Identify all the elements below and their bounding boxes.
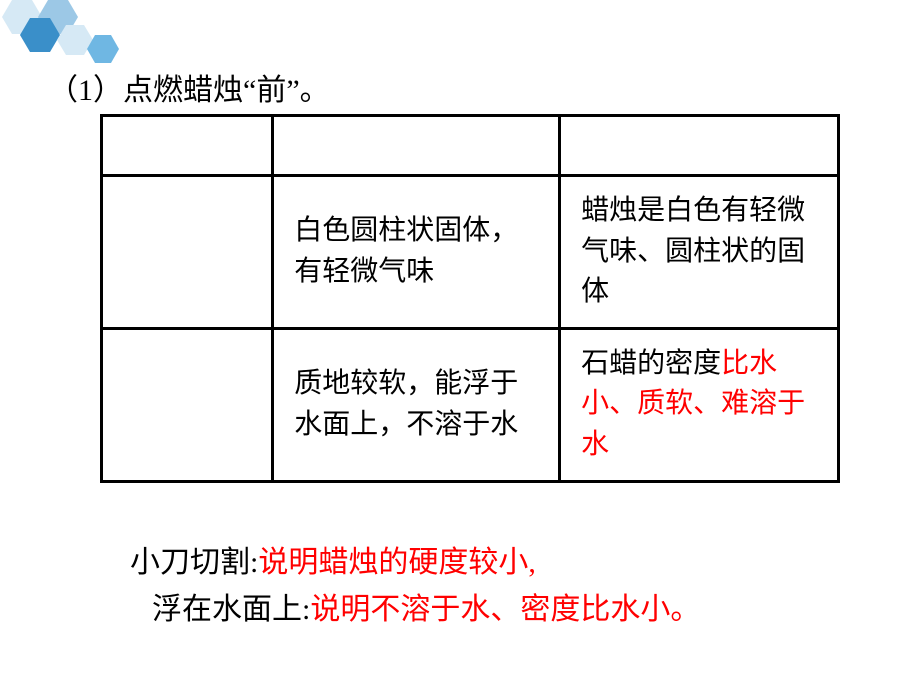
cell-r1c3: 蜡烛是白色有轻微气味、圆柱状的固体: [560, 176, 839, 329]
cell-r2c1: [102, 328, 273, 481]
hex-decoration-icon: [0, 0, 160, 70]
cell-r1c1: [102, 176, 273, 329]
cell-r2c3-pre: 石蜡的密度: [581, 348, 721, 379]
cell-header-1: [102, 116, 273, 176]
table-row: 白色圆柱状固体，有轻微气味 蜡烛是白色有轻微气味、圆柱状的固体: [102, 176, 839, 329]
note2-pre: 浮在水面上:: [152, 593, 310, 626]
cell-r2c3: 石蜡的密度比水小、质软、难溶于水: [560, 328, 839, 481]
notes-block: 小刀切割:说明蜡烛的硬度较小, 浮在水面上:说明不溶于水、密度比水小。: [130, 540, 700, 633]
cell-r1c2: 白色圆柱状固体，有轻微气味: [273, 176, 560, 329]
cell-r2c2: 质地较软，能浮于水面上，不溶于水: [273, 328, 560, 481]
note-line-1: 小刀切割:说明蜡烛的硬度较小,: [130, 540, 700, 587]
cell-header-3: [560, 116, 839, 176]
table-row: 质地较软，能浮于水面上，不溶于水 石蜡的密度比水小、质软、难溶于水: [102, 328, 839, 481]
note1-red: 说明蜡烛的硬度较小,: [258, 546, 536, 579]
note2-red: 说明不溶于水、密度比水小。: [310, 593, 700, 626]
cell-header-2: [273, 116, 560, 176]
observation-table: 白色圆柱状固体，有轻微气味 蜡烛是白色有轻微气味、圆柱状的固体 质地较软，能浮于…: [100, 114, 840, 483]
section-title: （1）点燃蜡烛“前”。: [48, 65, 330, 109]
table-row: [102, 116, 839, 176]
note-line-2: 浮在水面上:说明不溶于水、密度比水小。: [130, 587, 700, 634]
note1-pre: 小刀切割:: [130, 546, 258, 579]
